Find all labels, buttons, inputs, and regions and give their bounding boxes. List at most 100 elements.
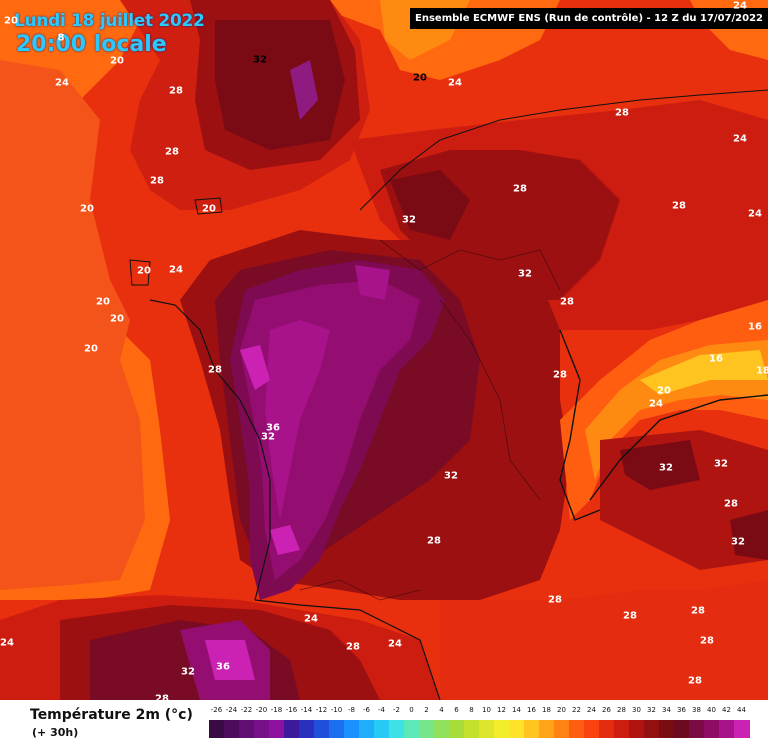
contour-label: 24 xyxy=(304,613,318,625)
contour-label: 20 xyxy=(137,265,151,277)
scale-swatch xyxy=(314,720,330,738)
scale-swatch xyxy=(269,720,285,738)
scale-tick-label: -10 xyxy=(330,706,343,714)
scale-swatch xyxy=(599,720,615,738)
scale-tick-label: -2 xyxy=(393,706,400,714)
scale-tick-label: -12 xyxy=(315,706,328,714)
scale-swatch xyxy=(224,720,240,738)
contour-label: 16 xyxy=(748,321,762,333)
scale-tick-label: -16 xyxy=(285,706,298,714)
scale-swatch xyxy=(479,720,495,738)
scale-swatch xyxy=(644,720,660,738)
contour-label: 32 xyxy=(714,458,728,470)
scale-tick-label: 42 xyxy=(722,706,731,714)
scale-swatch xyxy=(284,720,300,738)
contour-label: 36 xyxy=(266,422,280,434)
scale-tick-label: 40 xyxy=(707,706,716,714)
scale-swatch xyxy=(539,720,555,738)
scale-swatch xyxy=(509,720,525,738)
scale-swatch xyxy=(239,720,255,738)
scale-tick-label: -6 xyxy=(363,706,370,714)
scale-tick-label: 10 xyxy=(482,706,491,714)
scale-tick-label: 20 xyxy=(557,706,566,714)
scale-tick-label: 26 xyxy=(602,706,611,714)
contour-label: 28 xyxy=(672,200,686,212)
contour-label: 24 xyxy=(0,637,14,649)
scale-swatch xyxy=(389,720,405,738)
scale-swatch xyxy=(719,720,735,738)
scale-swatch xyxy=(464,720,480,738)
forecast-date-title: Lundi 18 juillet 2022 xyxy=(14,11,205,31)
scale-tick-label: 8 xyxy=(469,706,474,714)
contour-label: 28 xyxy=(700,635,714,647)
contour-label: 20 xyxy=(96,296,110,308)
scale-tick-label: 6 xyxy=(454,706,459,714)
contour-label: 28 xyxy=(691,605,705,617)
contour-label: 24 xyxy=(169,264,183,276)
color-scale-bar xyxy=(209,720,750,738)
contour-label: 24 xyxy=(388,638,402,650)
scale-tick-label: 28 xyxy=(617,706,626,714)
contour-label: 32 xyxy=(731,536,745,548)
color-scale-ticks: -26 -24 -22 -20 -18 -16 -14 -12 -10 -8 -6 -4 -2 0 2 4 6 8… xyxy=(209,706,749,718)
contour-label: 32 xyxy=(181,666,195,678)
contour-label: 28 xyxy=(346,641,360,653)
scale-tick-label: 36 xyxy=(677,706,686,714)
contour-label: 20 xyxy=(110,313,124,325)
scale-swatch xyxy=(524,720,540,738)
contour-label: 28 xyxy=(553,369,567,381)
scale-tick-label: -18 xyxy=(270,706,283,714)
contour-label: 20 xyxy=(80,203,94,215)
contour-label: 28 xyxy=(548,594,562,606)
scale-tick-label: 22 xyxy=(572,706,581,714)
scale-tick-label: 18 xyxy=(542,706,551,714)
scale-swatch xyxy=(209,720,225,738)
scale-swatch xyxy=(434,720,450,738)
scale-swatch xyxy=(329,720,345,738)
scale-swatch xyxy=(254,720,270,738)
scale-tick-label: -4 xyxy=(378,706,385,714)
contour-label: 28 xyxy=(169,85,183,97)
contour-label: 32 xyxy=(659,462,673,474)
scale-swatch xyxy=(584,720,600,738)
scale-swatch xyxy=(449,720,465,738)
scale-tick-label: 30 xyxy=(632,706,641,714)
contour-label: 28 xyxy=(623,610,637,622)
scale-tick-label: 0 xyxy=(409,706,414,714)
contour-label: 24 xyxy=(733,0,747,12)
temperature-field xyxy=(0,0,768,700)
contour-label: 28 xyxy=(615,107,629,119)
scale-swatch xyxy=(659,720,675,738)
scale-swatch xyxy=(674,720,690,738)
scale-swatch xyxy=(689,720,705,738)
scale-tick-label: 16 xyxy=(527,706,536,714)
contour-label: 20 xyxy=(4,15,18,27)
scale-tick-label: 12 xyxy=(497,706,506,714)
legend-footer: Température 2m (°c) (+ 30h) -26 -24 -22 -20… xyxy=(0,700,768,742)
contour-label: 24 xyxy=(748,208,762,220)
contour-label: 18 xyxy=(756,365,768,377)
contour-label: 8 xyxy=(57,32,65,44)
temperature-map: Lundi 18 juillet 2022 20:00 locale Ensem… xyxy=(0,0,768,700)
scale-swatch xyxy=(629,720,645,738)
contour-label: 20 xyxy=(202,203,216,215)
contour-label: 28 xyxy=(150,175,164,187)
legend-subtitle: (+ 30h) xyxy=(32,726,79,739)
contour-label: 24 xyxy=(448,77,462,89)
contour-label: 20 xyxy=(413,72,427,84)
contour-label: 20 xyxy=(84,343,98,355)
contour-label: 16 xyxy=(709,353,723,365)
contour-label: 24 xyxy=(733,133,747,145)
scale-tick-label: -8 xyxy=(348,706,355,714)
contour-label: 28 xyxy=(688,675,702,687)
contour-label: 32 xyxy=(402,214,416,226)
contour-label: 28 xyxy=(427,535,441,547)
scale-swatch xyxy=(299,720,315,738)
contour-label: 28 xyxy=(513,183,527,195)
scale-tick-label: 34 xyxy=(662,706,671,714)
scale-swatch xyxy=(554,720,570,738)
scale-swatch xyxy=(494,720,510,738)
scale-tick-label: 4 xyxy=(439,706,444,714)
contour-label: 28 xyxy=(560,296,574,308)
scale-swatch xyxy=(344,720,360,738)
